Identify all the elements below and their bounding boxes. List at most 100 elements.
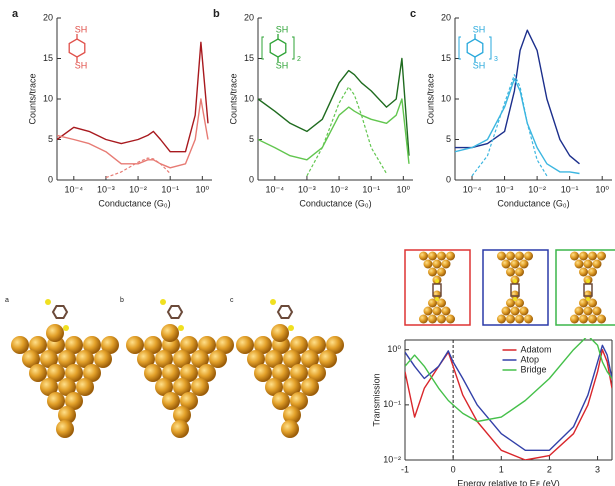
x-axis-label: Conductance (G₀) <box>497 198 569 208</box>
gold-atom <box>83 364 101 382</box>
gold-atom <box>583 306 593 316</box>
molecule-top: SH <box>276 24 289 34</box>
gold-atom <box>58 378 76 396</box>
gold-atom <box>11 336 29 354</box>
y-tick-label: 0 <box>446 174 451 184</box>
gold-atom <box>519 306 529 316</box>
gold-atom <box>144 364 162 382</box>
rendering-label: b <box>120 297 124 304</box>
x-tick-label: 10⁻³ <box>97 184 115 194</box>
gold-atom <box>574 259 584 269</box>
data-line <box>258 57 410 156</box>
gold-adatom <box>161 324 179 342</box>
gold-atom <box>236 336 254 354</box>
gold-atom <box>265 378 283 396</box>
data-line <box>405 338 612 423</box>
panel-label: a <box>12 8 19 20</box>
x-tick-label: 10⁻² <box>528 184 546 194</box>
x-tick-label: 10⁻⁴ <box>64 184 83 194</box>
gold-atom <box>419 251 428 261</box>
benzene-ring <box>269 38 287 58</box>
gold-atom <box>437 314 446 324</box>
gold-atom <box>588 314 597 324</box>
gold-atom <box>155 378 173 396</box>
x-tick-label: 1 <box>499 464 504 474</box>
x-tick-label: 10⁻² <box>129 184 147 194</box>
x-tick-label: 2 <box>547 464 552 474</box>
y-tick-label: 15 <box>43 53 53 63</box>
gold-atom <box>144 336 162 354</box>
y-tick-label: 5 <box>249 134 254 144</box>
gold-atom <box>588 251 597 261</box>
data-line <box>405 344 612 451</box>
gold-atom <box>592 306 602 316</box>
gold-atom <box>432 290 442 300</box>
sulfur-atom <box>288 325 294 331</box>
gold-atom <box>191 378 209 396</box>
sulfur-atom <box>63 325 69 331</box>
y-tick-label: 10⁰ <box>387 344 401 354</box>
gold-atom <box>76 350 94 368</box>
gold-atom <box>428 251 437 261</box>
gold-atom <box>272 364 290 382</box>
gold-atom <box>432 259 442 269</box>
gold-atom <box>47 364 65 382</box>
gold-atom <box>510 306 520 316</box>
molecule-top: SH <box>75 24 88 34</box>
legend-label: Atop <box>521 354 540 364</box>
gold-atom <box>283 350 301 368</box>
fit-line <box>306 86 388 177</box>
gold-atom <box>515 314 524 324</box>
gold-atom <box>281 420 299 438</box>
gold-atom <box>579 314 588 324</box>
sulfur-atom <box>435 297 439 301</box>
molecule-bottom: SH <box>473 60 486 70</box>
gold-atom <box>180 364 198 382</box>
gold-atom <box>137 350 155 368</box>
gold-atom <box>40 378 58 396</box>
x-tick-label: 10⁰ <box>196 184 210 194</box>
gold-atom <box>506 267 515 277</box>
gold-atom <box>597 251 606 261</box>
gold-atom <box>437 267 446 277</box>
x-axis-label: Conductance (G₀) <box>299 198 371 208</box>
molecule-ring <box>166 304 184 320</box>
panel-label: b <box>213 8 220 20</box>
y-tick-label: 20 <box>244 12 254 22</box>
gold-atom <box>173 378 191 396</box>
gold-atom <box>506 251 515 261</box>
benzene-ring <box>68 38 86 58</box>
gold-atom <box>308 336 326 354</box>
data-line <box>455 78 580 175</box>
renderings: a b c <box>5 251 606 438</box>
y-tick-label: 10⁻¹ <box>383 399 401 409</box>
gold-atom <box>441 259 451 269</box>
gold-atom <box>216 336 234 354</box>
gold-atom <box>247 350 265 368</box>
gold-atom <box>198 336 216 354</box>
gold-atom <box>29 336 47 354</box>
gold-atom <box>22 350 40 368</box>
x-tick-label: 0 <box>451 464 456 474</box>
repeat-count: 3 <box>494 56 498 63</box>
gold-atom <box>524 314 533 324</box>
gold-atom <box>437 251 446 261</box>
gold-atom <box>446 314 455 324</box>
gold-atom <box>56 420 74 438</box>
sulfur-atom <box>270 299 276 305</box>
y-tick-label: 15 <box>441 53 451 63</box>
data-line <box>57 41 209 153</box>
gold-atom <box>423 306 433 316</box>
gold-atom <box>570 251 579 261</box>
sulfur-atom <box>586 297 590 301</box>
y-tick-label: 0 <box>249 174 254 184</box>
gold-atom <box>419 314 428 324</box>
sulfur-atom <box>513 279 517 283</box>
y-tick-label: 10 <box>43 93 53 103</box>
y-tick-label: 10⁻² <box>383 454 401 464</box>
gold-atom <box>308 364 326 382</box>
data-line <box>57 98 209 169</box>
y-tick-label: 15 <box>244 53 254 63</box>
bracket <box>458 36 492 60</box>
y-axis-label: Counts/trace <box>425 73 435 124</box>
